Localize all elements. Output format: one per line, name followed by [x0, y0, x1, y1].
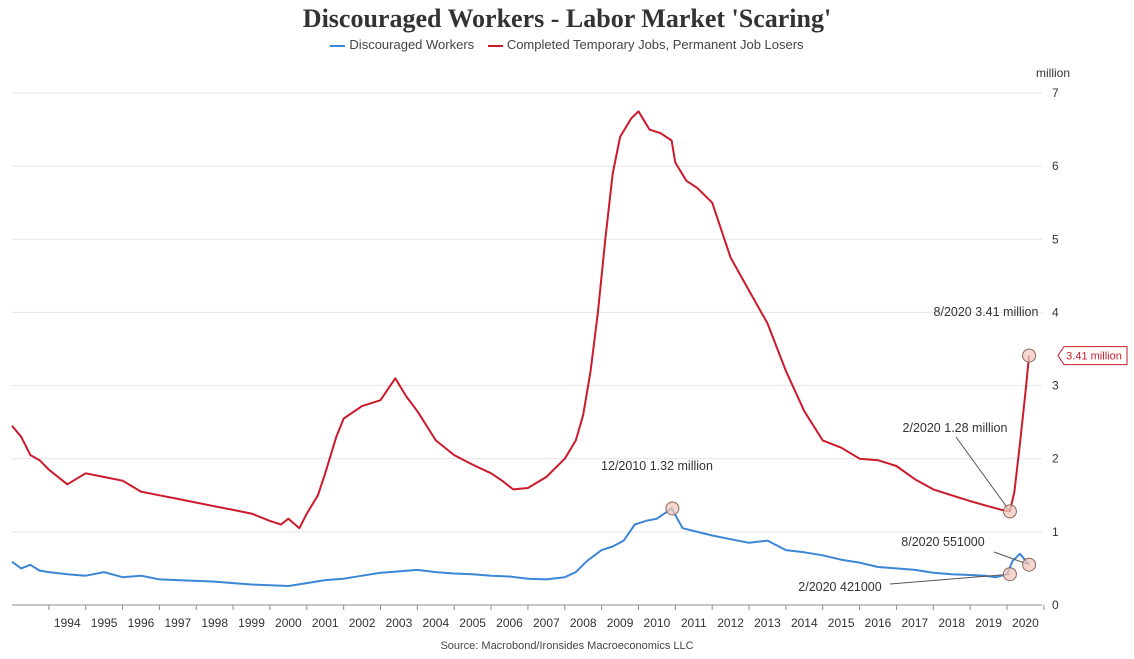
last-value-tag: 3.41 million	[1057, 346, 1128, 366]
x-tick-label-2015: 2015	[828, 616, 855, 630]
chart-title: Discouraged Workers - Labor Market 'Scar…	[302, 4, 832, 33]
annotation-5-marker	[1002, 567, 1017, 582]
x-tick-label-2018: 2018	[938, 616, 965, 630]
annotation-5-label: 2/2020 421000	[798, 580, 881, 594]
x-tick-label-1998: 1998	[201, 616, 228, 630]
annotation-4-label: 8/2020 551000	[901, 535, 984, 549]
y-tick-label-1: 1	[1052, 525, 1059, 539]
x-tick-label-2020: 2020	[1012, 616, 1039, 630]
y-axis-unit-label: million	[1036, 66, 1070, 80]
x-tick-label-2004: 2004	[422, 616, 449, 630]
legend: Discouraged Workers Completed Temporary …	[0, 37, 1134, 52]
annotations: 12/2010 1.32 million 2/2020 1.28 million 8…	[601, 305, 1128, 594]
axes: 0 1 2 3 4 5 6 7 1994 1995 1996 1997 1998 1999 2000 2001…	[12, 86, 1059, 630]
x-tick-label-2003: 2003	[386, 616, 413, 630]
legend-swatch-job-losers	[487, 44, 503, 47]
x-tick-label-2016: 2016	[865, 616, 892, 630]
annotation-2-marker	[1002, 504, 1017, 519]
annotation-1-label: 12/2010 1.32 million	[601, 459, 713, 473]
x-tick-label-2017: 2017	[902, 616, 929, 630]
x-tick-label-2009: 2009	[607, 616, 634, 630]
y-tick-label-6: 6	[1052, 159, 1059, 173]
series-lines	[11, 110, 1031, 587]
x-tick-label-1997: 1997	[164, 616, 191, 630]
legend-item-job-losers: Completed Temporary Jobs, Permanent Job …	[487, 37, 804, 52]
x-tick-label-2011: 2011	[681, 616, 707, 630]
x-tick-label-1995: 1995	[91, 616, 118, 630]
last-value-tag-box	[1057, 346, 1128, 366]
source-note: Source: Macrobond/Ironsides Macroeconomi…	[440, 640, 694, 652]
legend-label-job-losers: Completed Temporary Jobs, Permanent Job …	[506, 37, 804, 52]
x-tick-label-1996: 1996	[128, 616, 155, 630]
y-tick-label-5: 5	[1052, 232, 1059, 246]
y-tick-label-7: 7	[1052, 86, 1059, 100]
x-tick-label-2001: 2001	[312, 616, 339, 630]
annotation-3-label: 8/2020 3.41 million	[934, 305, 1039, 319]
legend-item-discouraged-workers: Discouraged Workers	[330, 37, 474, 52]
x-tick-label-2014: 2014	[791, 616, 818, 630]
annotation-2-leader	[955, 436, 1011, 512]
series-line-discouraged-workers	[11, 507, 1030, 587]
x-tick-label-2007: 2007	[533, 616, 560, 630]
legend-swatch-discouraged-workers	[330, 44, 346, 47]
y-tick-label-2: 2	[1052, 452, 1059, 466]
x-tick-label-2010: 2010	[644, 616, 671, 630]
y-tick-label-3: 3	[1052, 379, 1059, 393]
last-value-tag-label: 3.41 million	[1066, 351, 1122, 363]
annotation-2-label: 2/2020 1.28 million	[903, 421, 1008, 435]
annotation-5-leader	[889, 573, 1010, 585]
x-tick-label-2013: 2013	[754, 616, 781, 630]
x-tick-label-2002: 2002	[349, 616, 376, 630]
legend-label-discouraged-workers: Discouraged Workers	[349, 37, 475, 52]
annotation-4-marker	[1022, 557, 1037, 572]
x-tick-label-2005: 2005	[459, 616, 486, 630]
x-tick-label-1999: 1999	[238, 616, 265, 630]
x-tick-label-1994: 1994	[54, 616, 81, 630]
grid-lines	[12, 92, 1042, 533]
annotation-3-marker	[1022, 348, 1037, 363]
y-tick-label-4: 4	[1052, 305, 1059, 319]
x-tick-label-2012: 2012	[717, 616, 744, 630]
x-tick-label-2008: 2008	[570, 616, 597, 630]
x-tick-label-2000: 2000	[275, 616, 302, 630]
annotation-1-marker	[665, 501, 680, 516]
y-tick-label-0: 0	[1052, 598, 1059, 612]
x-tick-label-2019: 2019	[975, 616, 1002, 630]
x-tick-label-2006: 2006	[496, 616, 523, 630]
series-line-job-losers	[11, 110, 1031, 530]
